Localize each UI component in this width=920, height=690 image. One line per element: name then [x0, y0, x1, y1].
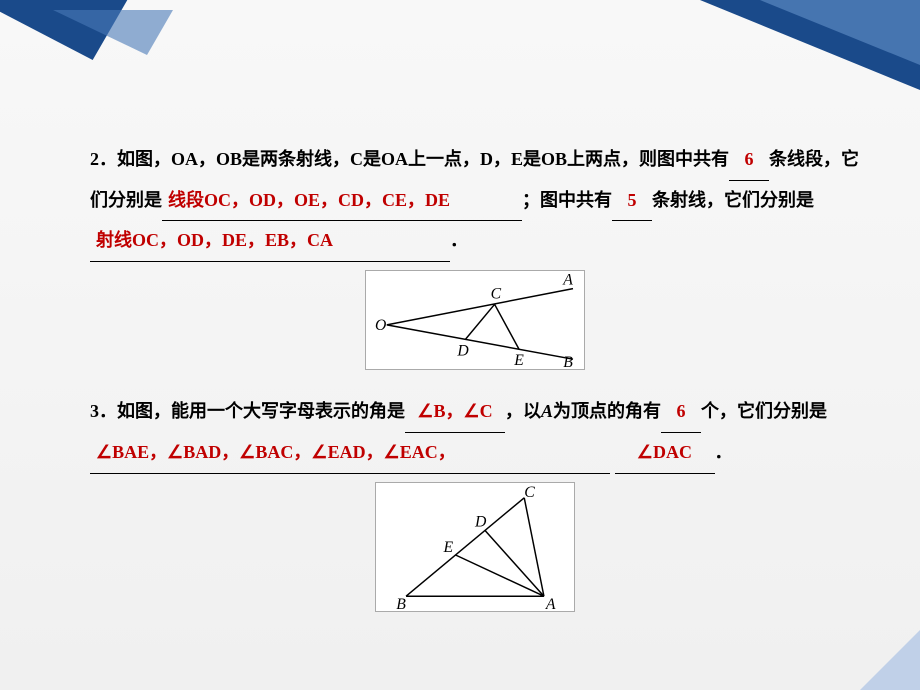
figure-2-wrap: B A C D E	[90, 482, 860, 627]
q3-text-1: 3．如图，能用一个大写字母表示的角是	[90, 401, 405, 421]
slide-content: 2．如图，OA，OB是两条射线，C是OA上一点，D，E是OB上两点，则图中共有 6…	[90, 140, 860, 634]
corner-decor-tr-light	[760, 0, 920, 65]
q3-ans-count: 6	[677, 401, 686, 421]
q2-ans-ray-count: 5	[628, 190, 637, 210]
q3-ans-list: ∠BAE，∠BAD，∠BAC，∠EAD，∠EAC，	[96, 442, 456, 462]
fig2-label-E: E	[442, 538, 453, 555]
q2-blank-seg-list: 线段OC，OD，OE，CD，CE，DE	[162, 181, 522, 222]
corner-decor-br	[860, 630, 920, 690]
q2-ray-prefix: 射线	[96, 230, 132, 250]
q3-text-4: 个，它们分别是	[701, 401, 827, 421]
q3-sep: ，	[446, 401, 464, 421]
fig2-label-A: A	[545, 596, 556, 612]
q3-vertex: A	[541, 401, 553, 421]
question-2: 2．如图，OA，OB是两条射线，C是OA上一点，D，E是OB上两点，则图中共有 6…	[90, 140, 860, 262]
figure-1: O A B C D E	[365, 270, 585, 370]
fig2-label-C: C	[524, 483, 535, 500]
fig1-label-A: A	[562, 272, 573, 289]
figure-1-wrap: O A B C D E	[90, 270, 860, 385]
fig2-label-D: D	[474, 513, 487, 530]
q3-blank-1: ∠B，∠C	[405, 392, 505, 433]
q2-blank-ray-list: 射线OC，OD，DE，EB，CA	[90, 221, 450, 262]
q3-text-2: ，以	[505, 401, 541, 421]
q3-blank-count: 6	[661, 392, 701, 433]
q2-ans-ray-list: OC，OD，DE，EB，CA	[132, 230, 333, 250]
q2-blank-seg-count: 6	[729, 140, 769, 181]
question-3: 3．如图，能用一个大写字母表示的角是∠B，∠C，以A为顶点的角有6个，它们分别是…	[90, 392, 860, 473]
q2-text-4: 条射线，它们分别是	[652, 190, 814, 210]
fig1-label-D: D	[456, 342, 469, 359]
q3-tail: ．	[715, 442, 733, 462]
fig1-label-E: E	[513, 352, 524, 369]
fig1-label-C: C	[491, 285, 502, 302]
fig1-label-O: O	[375, 317, 386, 334]
q2-seg-prefix: 线段	[168, 190, 204, 210]
q2-blank-ray-count: 5	[612, 181, 652, 222]
q2-text-5: ．	[450, 230, 468, 250]
q2-text-3: ；图中共有	[522, 190, 612, 210]
fig2-label-B: B	[396, 596, 406, 612]
corner-decor-tl-light	[27, 10, 173, 55]
q2-ans-seg-list: OC，OD，OE，CD，CE，DE	[204, 190, 450, 210]
q2-ans-seg-count: 6	[745, 149, 754, 169]
q3-ans-1a: ∠B	[417, 401, 445, 421]
fig1-label-B: B	[563, 354, 573, 370]
q3-ans-1b: ∠C	[464, 401, 493, 421]
q2-text-1: 2．如图，OA，OB是两条射线，C是OA上一点，D，E是OB上两点，则图中共有	[90, 149, 729, 169]
q3-blank-list: ∠BAE，∠BAD，∠BAC，∠EAD，∠EAC，	[90, 433, 610, 474]
q3-blank-list-tail: ∠DAC	[615, 433, 715, 474]
q3-text-3: 为顶点的角有	[553, 401, 661, 421]
figure-2: B A C D E	[375, 482, 575, 612]
q3-ans-list-tail: ∠DAC	[637, 442, 692, 462]
